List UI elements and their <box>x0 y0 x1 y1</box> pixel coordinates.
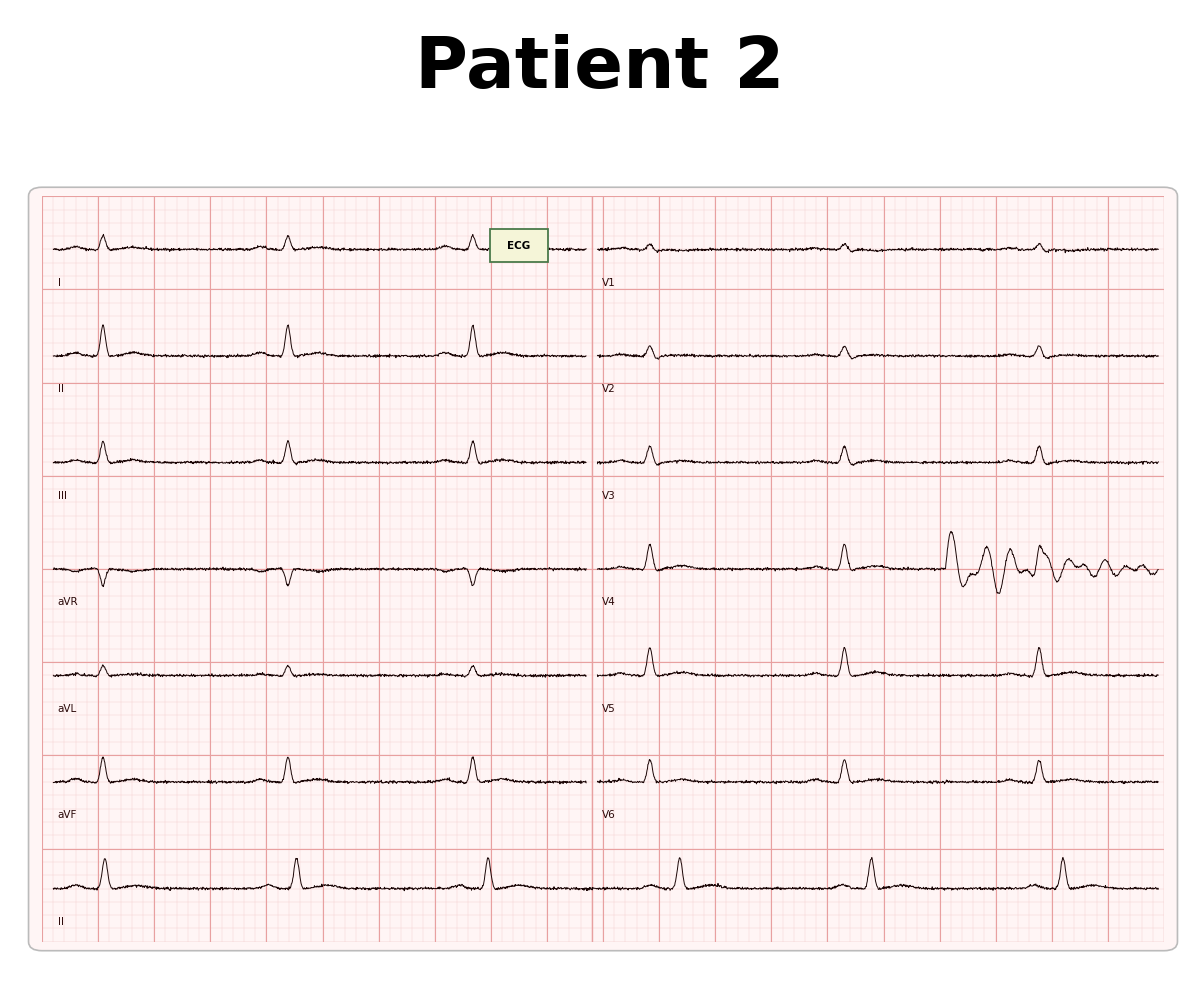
Text: III: III <box>58 490 67 501</box>
Text: V6: V6 <box>602 810 616 820</box>
Text: aVR: aVR <box>58 597 78 607</box>
FancyBboxPatch shape <box>29 187 1177 951</box>
Text: aVL: aVL <box>58 703 77 714</box>
Text: V5: V5 <box>602 703 616 714</box>
Text: I: I <box>58 278 61 287</box>
Text: ECG: ECG <box>508 240 530 251</box>
Text: aVF: aVF <box>58 810 77 820</box>
Text: II: II <box>58 917 64 927</box>
Text: V4: V4 <box>602 597 616 607</box>
FancyBboxPatch shape <box>490 230 548 262</box>
Text: V1: V1 <box>602 278 616 287</box>
Text: Patient 2: Patient 2 <box>415 34 785 103</box>
Text: V3: V3 <box>602 490 616 501</box>
Text: II: II <box>58 385 64 394</box>
Text: V2: V2 <box>602 385 616 394</box>
